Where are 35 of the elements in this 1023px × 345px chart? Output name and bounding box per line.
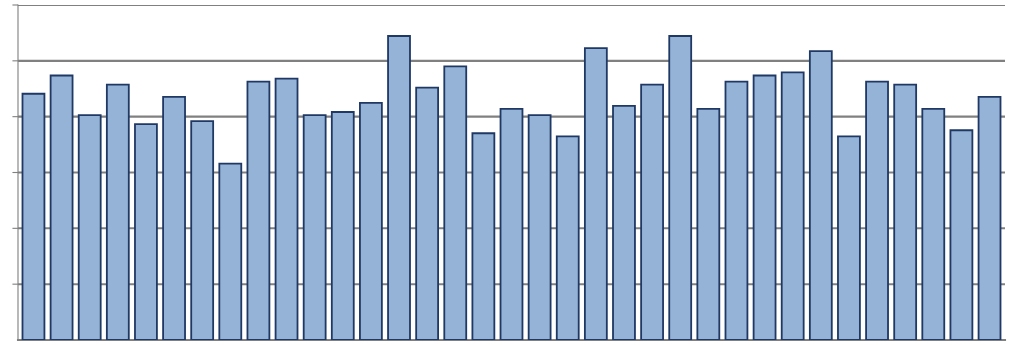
bar (218, 162, 243, 340)
bar (21, 92, 46, 340)
bar (724, 80, 749, 340)
bar (668, 35, 693, 340)
bar (921, 108, 946, 340)
bar (780, 71, 805, 340)
bar (274, 77, 299, 340)
bar (865, 80, 889, 340)
bar (190, 120, 215, 340)
bar (471, 132, 496, 340)
bar (246, 80, 271, 340)
bar (77, 114, 102, 340)
bar (527, 114, 552, 340)
bar (359, 101, 383, 340)
bar (808, 50, 833, 340)
bar (837, 135, 861, 340)
bar (583, 47, 608, 340)
bar (696, 108, 721, 340)
bar (949, 129, 974, 340)
bar (977, 95, 1002, 340)
bar (302, 114, 327, 340)
bar (387, 35, 411, 340)
bar (640, 83, 664, 340)
bar (415, 86, 440, 340)
bar (49, 74, 74, 340)
bar (105, 83, 130, 340)
bar (162, 95, 186, 340)
bar (612, 105, 636, 340)
bar (330, 111, 355, 340)
bar (499, 108, 524, 340)
bar (555, 135, 580, 340)
bar (893, 83, 918, 340)
bar (134, 123, 158, 340)
bar (752, 74, 777, 340)
bar (443, 65, 468, 340)
